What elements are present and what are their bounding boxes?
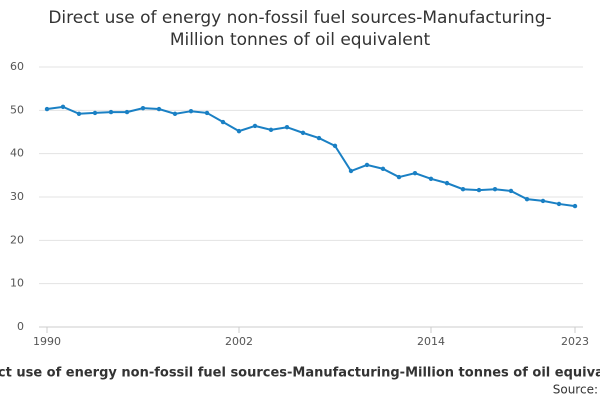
point xyxy=(172,111,178,117)
point xyxy=(444,180,450,186)
point xyxy=(76,111,82,117)
point xyxy=(348,168,354,174)
point xyxy=(60,104,66,110)
x-axis-label: Direct use of energy non-fossil fuel sou… xyxy=(0,366,600,381)
x-tick-label: 2023 xyxy=(561,335,589,348)
point xyxy=(236,128,242,134)
point xyxy=(428,176,434,181)
point xyxy=(380,166,386,172)
point xyxy=(188,109,194,114)
y-tick-label: 20 xyxy=(10,233,24,246)
point xyxy=(508,188,514,194)
point xyxy=(268,127,274,133)
source: Source: xyxy=(553,383,598,397)
y-tick-label: 10 xyxy=(10,277,24,290)
point xyxy=(300,130,306,136)
x-tick-label: 1990 xyxy=(33,335,61,348)
x-tick-label: 2014 xyxy=(417,335,445,348)
point xyxy=(204,110,210,116)
point xyxy=(412,170,418,176)
point xyxy=(252,123,258,129)
point xyxy=(524,196,530,202)
point xyxy=(156,106,162,112)
point xyxy=(220,119,226,125)
y-tick-label: 30 xyxy=(10,190,24,203)
y-tick-label: 50 xyxy=(10,103,24,116)
point xyxy=(140,105,146,111)
x-tick-label: 2002 xyxy=(225,335,253,348)
y-tick-label: 40 xyxy=(10,147,24,160)
chart-title: Direct use of energy non-fossil fuel sou… xyxy=(48,8,551,28)
y-tick-label: 0 xyxy=(17,320,24,333)
point xyxy=(92,110,98,116)
point xyxy=(540,198,546,204)
chart-title: Million tonnes of oil equivalent xyxy=(170,30,431,50)
point xyxy=(364,162,370,168)
point xyxy=(332,143,338,149)
point xyxy=(108,109,114,115)
point xyxy=(572,203,578,209)
point xyxy=(492,187,498,192)
point xyxy=(284,125,290,130)
point xyxy=(556,201,562,207)
line xyxy=(46,105,576,208)
y-tick-label: 60 xyxy=(10,60,24,73)
point xyxy=(316,135,322,141)
point xyxy=(44,106,50,112)
point xyxy=(124,109,130,115)
point xyxy=(476,187,482,193)
point xyxy=(460,187,466,192)
point xyxy=(396,174,402,180)
